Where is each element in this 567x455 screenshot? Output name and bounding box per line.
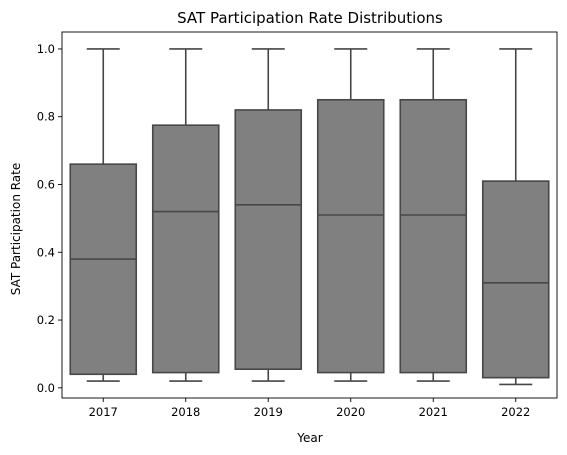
iqr-box — [399, 98, 468, 374]
y-tick-label: 0.8 — [37, 110, 55, 124]
x-tick-label: 2020 — [336, 405, 365, 419]
x-tick-label: 2018 — [171, 405, 200, 419]
y-axis-label: SAT Participation Rate — [9, 163, 23, 296]
x-axis-label: Year — [296, 431, 322, 445]
x-tick-label: 2017 — [89, 405, 118, 419]
box-2022 — [481, 48, 550, 386]
x-tick-label: 2021 — [419, 405, 448, 419]
y-tick-label: 1.0 — [37, 42, 55, 56]
y-tick-label: 0.4 — [37, 245, 55, 259]
box-2020 — [316, 48, 385, 382]
plot-area — [61, 31, 558, 399]
y-tick-label: 0.6 — [37, 178, 55, 192]
x-axis: 2017 2018 2019 2020 2021 2022 — [89, 398, 530, 419]
y-axis: 0.0 0.2 0.4 0.6 0.8 1.0 — [37, 42, 62, 395]
box-2018 — [151, 48, 220, 382]
y-tick-label: 0.0 — [37, 381, 55, 395]
chart-title: SAT Participation Rate Distributions — [177, 9, 443, 27]
iqr-box — [234, 109, 303, 370]
iqr-box — [481, 180, 550, 379]
box-2019 — [234, 48, 303, 382]
plot-frame — [61, 31, 558, 399]
box-2021 — [399, 48, 468, 382]
iqr-box — [151, 124, 220, 374]
box-2017 — [69, 48, 138, 382]
x-tick-label: 2019 — [254, 405, 283, 419]
x-tick-label: 2022 — [501, 405, 530, 419]
iqr-box — [69, 163, 138, 376]
iqr-box — [316, 98, 385, 374]
y-tick-label: 0.2 — [37, 313, 55, 327]
